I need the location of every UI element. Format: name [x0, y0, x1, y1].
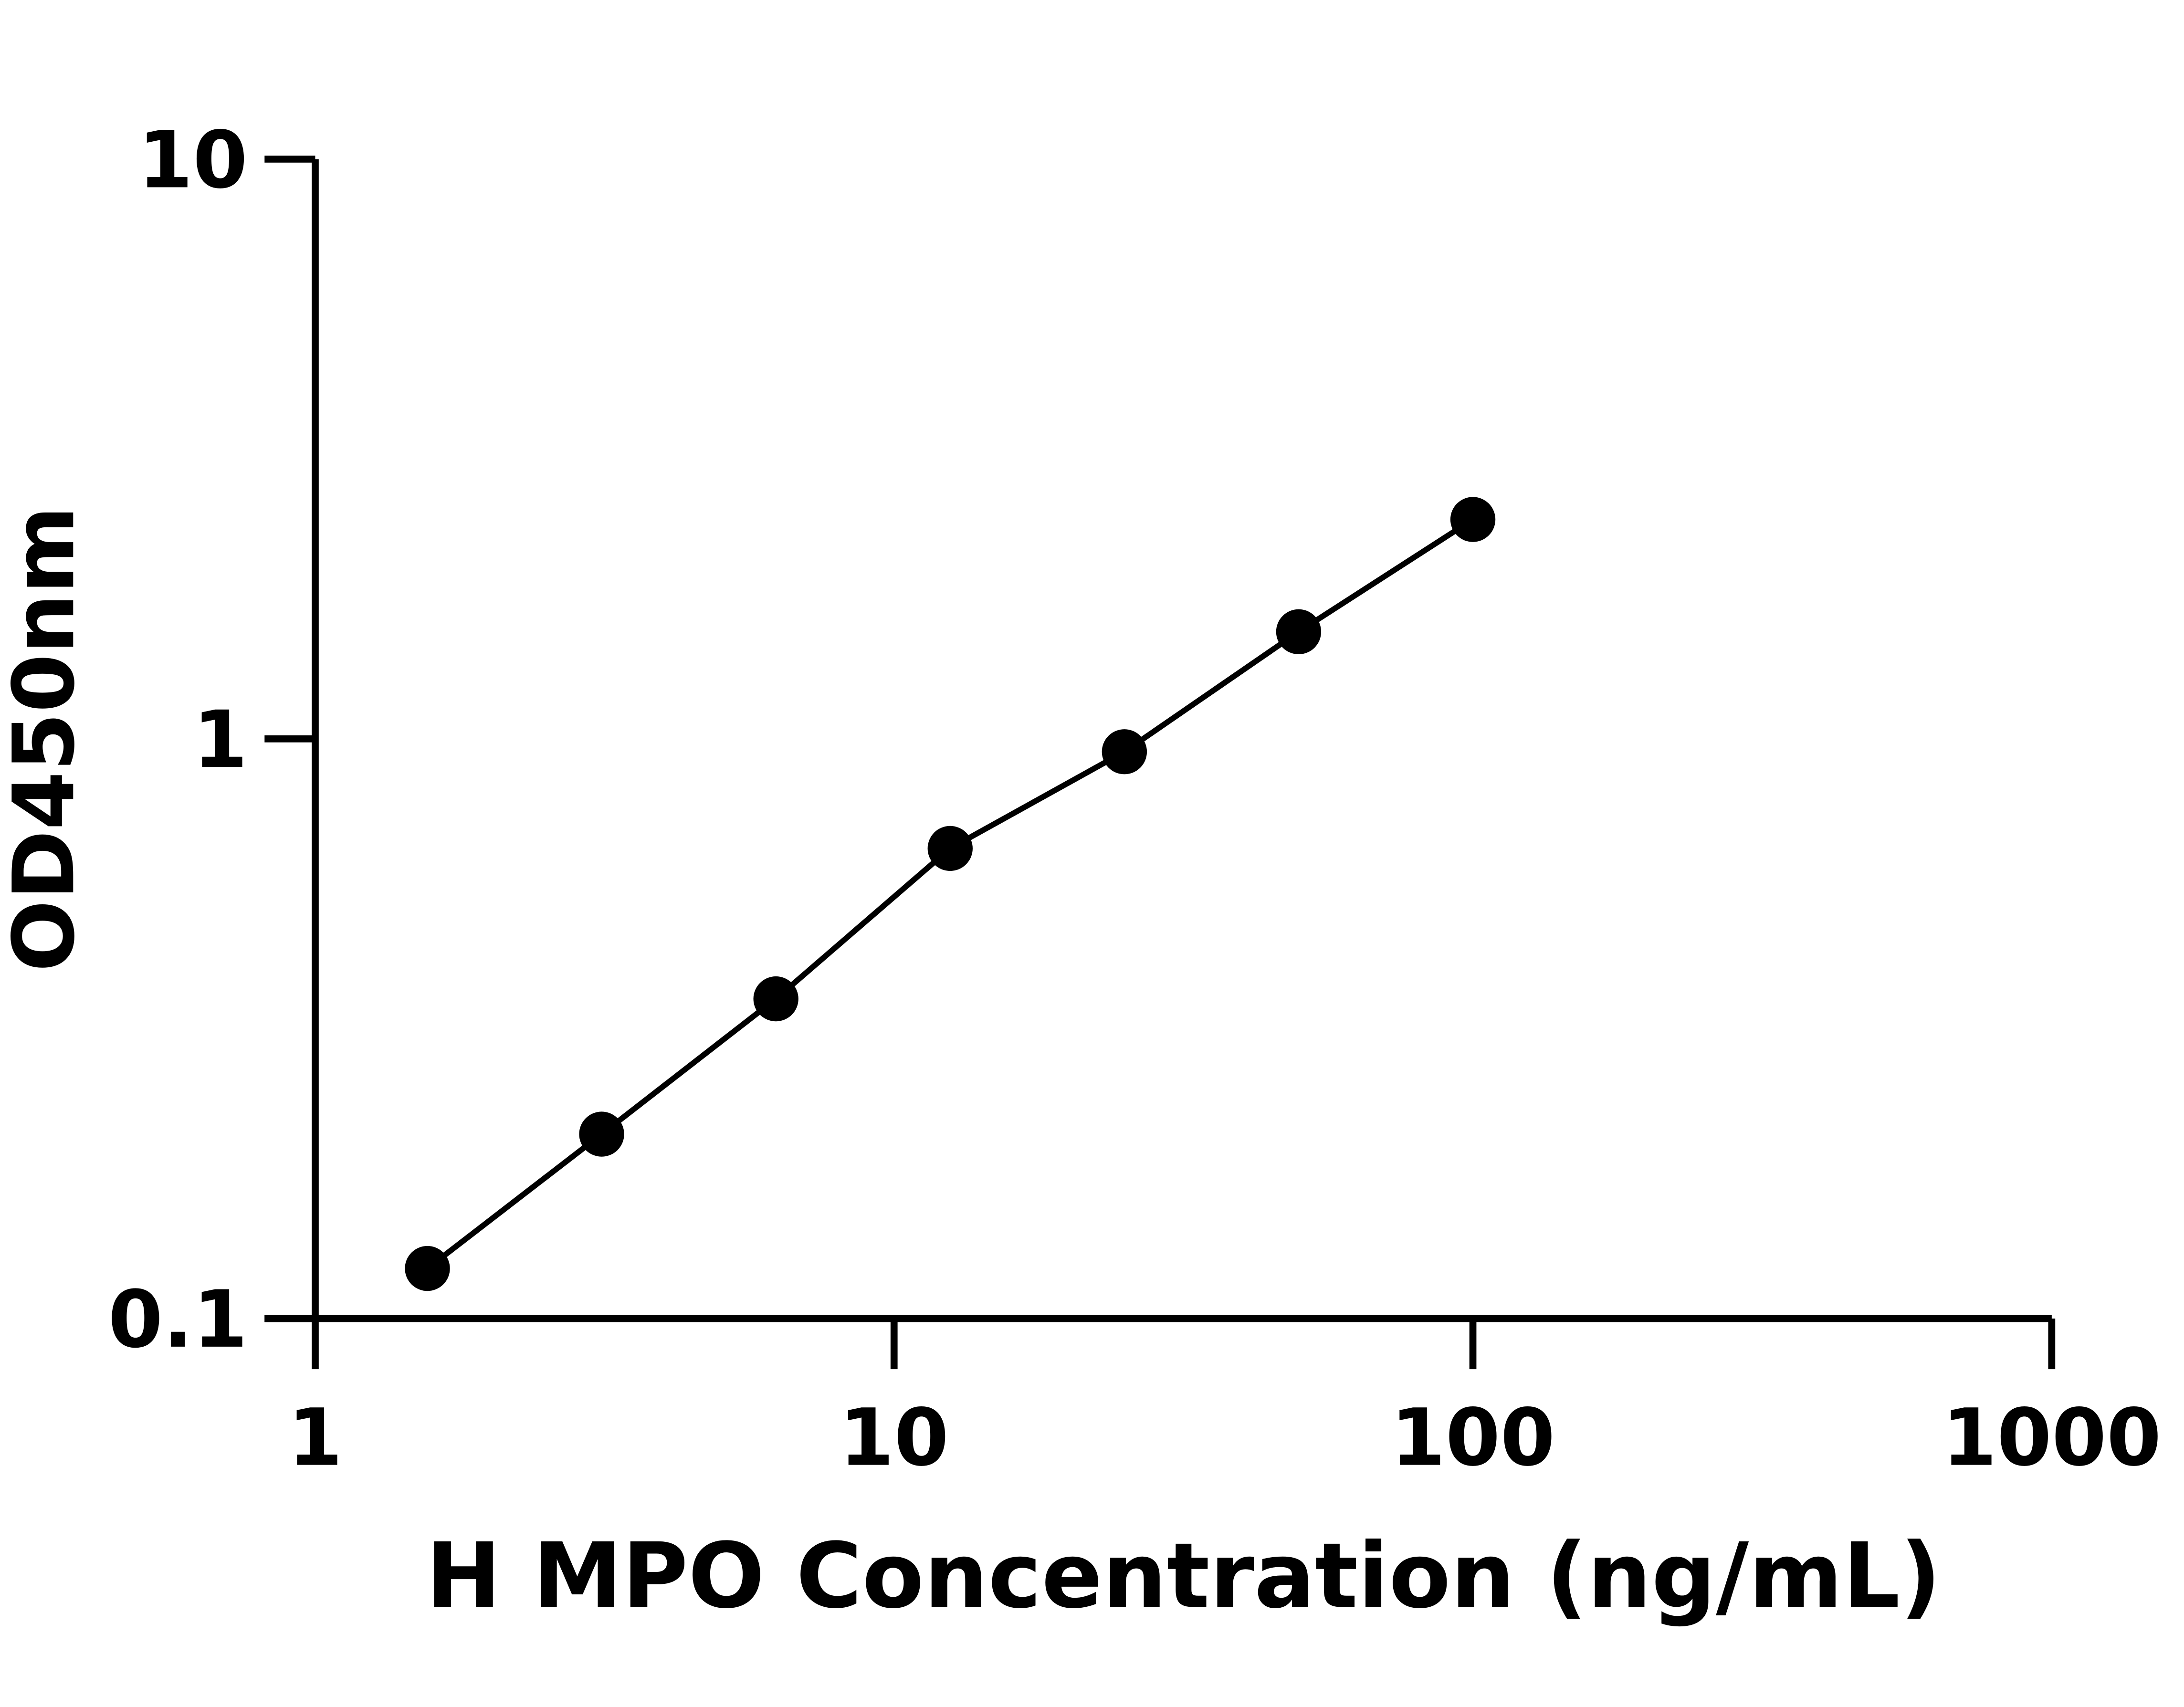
data-point — [1102, 729, 1147, 775]
data-point — [1276, 609, 1322, 655]
x-tick-label: 1000 — [1942, 1392, 2162, 1484]
data-points — [405, 497, 1496, 1291]
data-point — [753, 976, 798, 1022]
x-tick-label: 100 — [1391, 1392, 1555, 1484]
y-tick-label: 1 — [193, 694, 248, 785]
tick-labels: 1 10 100 1000 0.1 1 10 — [108, 114, 2161, 1483]
y-tick-label: 10 — [138, 114, 248, 206]
axes — [264, 156, 2056, 1370]
y-axis-label: OD450nm — [0, 506, 93, 972]
x-axis-label: H MPO Concentration (ng/mL) — [426, 1523, 1941, 1628]
x-tick-label: 10 — [839, 1392, 949, 1484]
x-tick-label: 1 — [288, 1392, 343, 1484]
data-point — [579, 1111, 624, 1157]
data-point — [1450, 497, 1496, 542]
data-point — [405, 1246, 450, 1291]
data-point — [927, 826, 973, 871]
y-tick-label: 0.1 — [108, 1274, 248, 1365]
